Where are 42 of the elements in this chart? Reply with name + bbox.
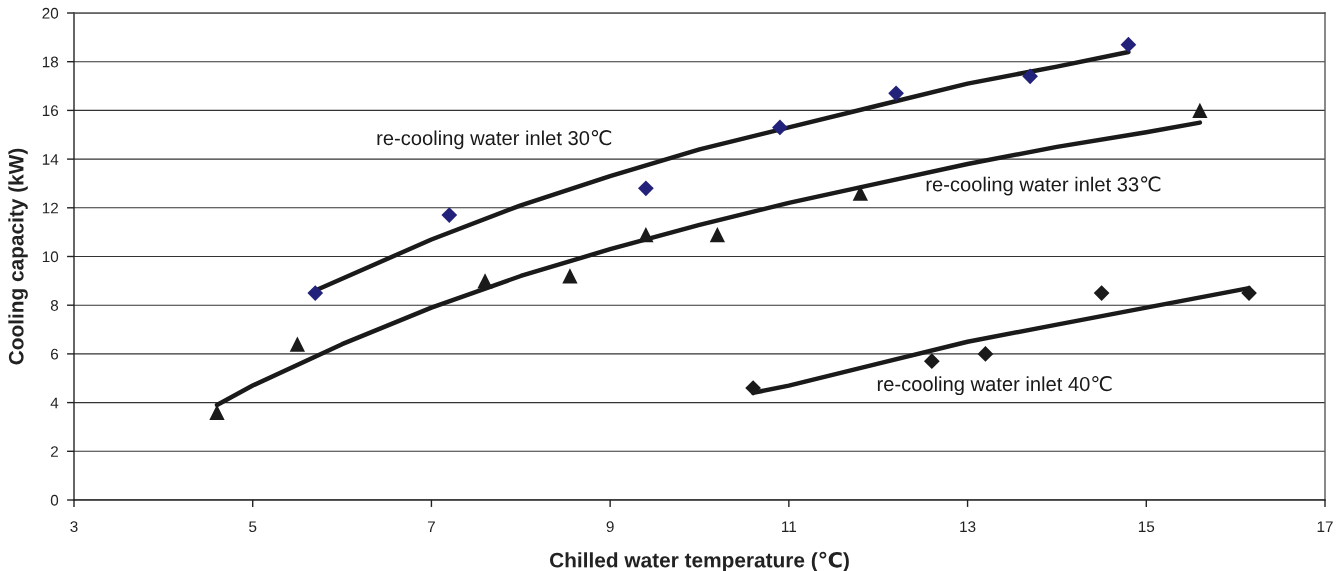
point (709, 226, 726, 243)
point (562, 268, 578, 284)
x-tick-label: 15 (1138, 521, 1155, 533)
point (638, 180, 654, 197)
point (289, 336, 306, 352)
x-tick-label: 17 (1317, 521, 1333, 532)
x-axis-title: Chilled water temperature (℃) (549, 551, 849, 571)
series-label: re-cooling water inlet 33℃ (926, 176, 1161, 196)
y-tick-label: 6 (51, 348, 59, 360)
x-tick-label: 3 (70, 521, 78, 533)
x-tick-label: 13 (960, 521, 976, 533)
y-tick-label: 14 (42, 154, 59, 165)
point (441, 207, 458, 223)
series-label: re-cooling water inlet 30℃ (377, 130, 612, 150)
point (1022, 68, 1038, 85)
series-label: re-cooling water inlet 40℃ (877, 375, 1112, 396)
y-tick-label: 20 (42, 7, 59, 19)
point (923, 353, 940, 370)
point (1093, 285, 1110, 301)
point (477, 273, 493, 289)
point (888, 85, 904, 102)
y-tick-label: 10 (42, 251, 59, 263)
x-tick-label: 9 (606, 521, 614, 533)
point (772, 119, 788, 136)
point (307, 285, 324, 301)
y-tick-label: 18 (42, 56, 59, 68)
y-tick-label: 12 (42, 202, 58, 214)
y-tick-label: 16 (42, 105, 59, 117)
point (638, 226, 654, 243)
y-tick-label: 4 (50, 397, 59, 409)
point (1120, 36, 1137, 53)
point (1192, 102, 1208, 119)
y-axis-title: Cooling capacity (kW) (8, 148, 28, 365)
x-tick-label: 5 (249, 521, 257, 533)
point (1241, 285, 1257, 301)
point (977, 346, 994, 362)
y-tick-label: 0 (50, 494, 59, 506)
x-tick-label: 7 (427, 521, 435, 532)
x-tick-label: 11 (782, 521, 797, 532)
y-tick-label: 8 (50, 300, 59, 311)
point (745, 380, 761, 396)
y-tick-label: 2 (51, 446, 58, 457)
